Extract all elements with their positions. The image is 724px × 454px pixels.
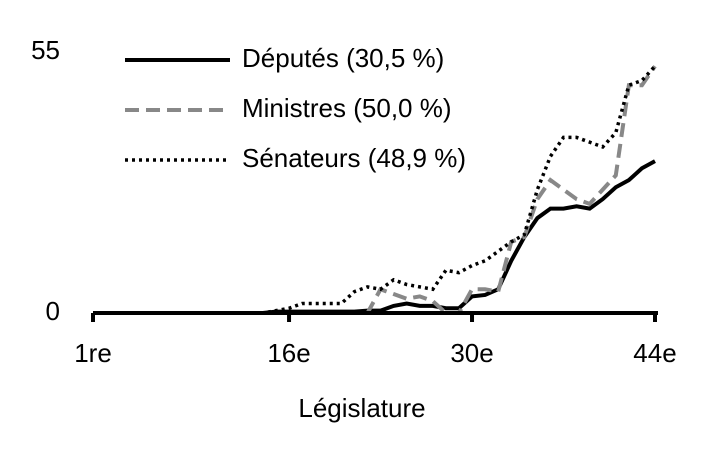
x-tick-label: 16e — [267, 338, 310, 368]
series-line — [93, 159, 656, 315]
legend-label: Ministres (50,0 %) — [242, 93, 452, 123]
x-axis-label: Législature — [298, 393, 425, 423]
x-tick-label: 1re — [74, 338, 112, 368]
legend-label: Députés (30,5 %) — [242, 43, 444, 73]
legend-label: Sénateurs (48,9 %) — [242, 143, 466, 173]
y-tick-label: 0 — [46, 296, 60, 326]
x-tick-label: 30e — [450, 338, 493, 368]
x-tick-label: 44e — [633, 338, 676, 368]
y-tick-label: 55 — [31, 35, 60, 65]
